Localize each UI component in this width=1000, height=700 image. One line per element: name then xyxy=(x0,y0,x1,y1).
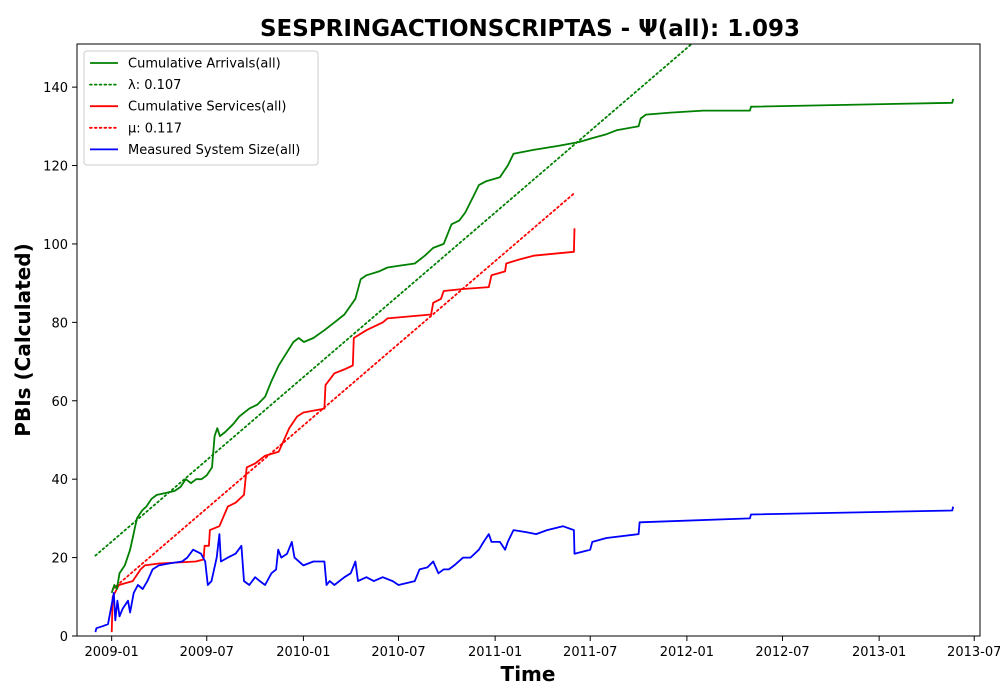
x-tick-label: 2013-01 xyxy=(852,645,906,660)
x-tick-label: 2012-07 xyxy=(755,645,809,660)
x-axis-label: Time xyxy=(501,662,556,686)
y-tick-label: 0 xyxy=(60,630,68,645)
y-tick-label: 80 xyxy=(51,316,68,331)
y-tick-label: 120 xyxy=(43,160,68,175)
y-tick-label: 100 xyxy=(43,238,68,253)
chart-title: SESPRINGACTIONSCRIPTAS - Ψ(all): 1.093 xyxy=(260,16,800,42)
x-tick-label: 2011-07 xyxy=(563,645,617,660)
legend-label: λ: 0.107 xyxy=(128,78,181,93)
legend-label: Cumulative Arrivals(all) xyxy=(128,57,281,72)
legend-label: Measured System Size(all) xyxy=(128,143,300,158)
y-tick-label: 40 xyxy=(51,473,68,488)
x-tick-label: 2009-01 xyxy=(85,645,139,660)
x-tick-label: 2012-01 xyxy=(660,645,714,660)
legend: Cumulative Arrivals(all) λ: 0.107 Cumulati… xyxy=(84,51,318,165)
y-tick-label: 140 xyxy=(43,81,68,96)
legend-label: Cumulative Services(all) xyxy=(128,100,286,115)
y-tick-label: 60 xyxy=(51,395,68,410)
x-tick-label: 2011-01 xyxy=(468,645,522,660)
y-tick-label: 20 xyxy=(51,552,68,567)
x-tick-label: 2010-07 xyxy=(371,645,425,660)
x-tick-label: 2010-01 xyxy=(276,645,330,660)
x-tick-label: 2009-07 xyxy=(180,645,234,660)
x-tick-label: 2013-07 xyxy=(947,645,1000,660)
y-axis-label: PBIs (Calculated) xyxy=(11,243,35,436)
legend-label: μ: 0.117 xyxy=(128,121,182,136)
